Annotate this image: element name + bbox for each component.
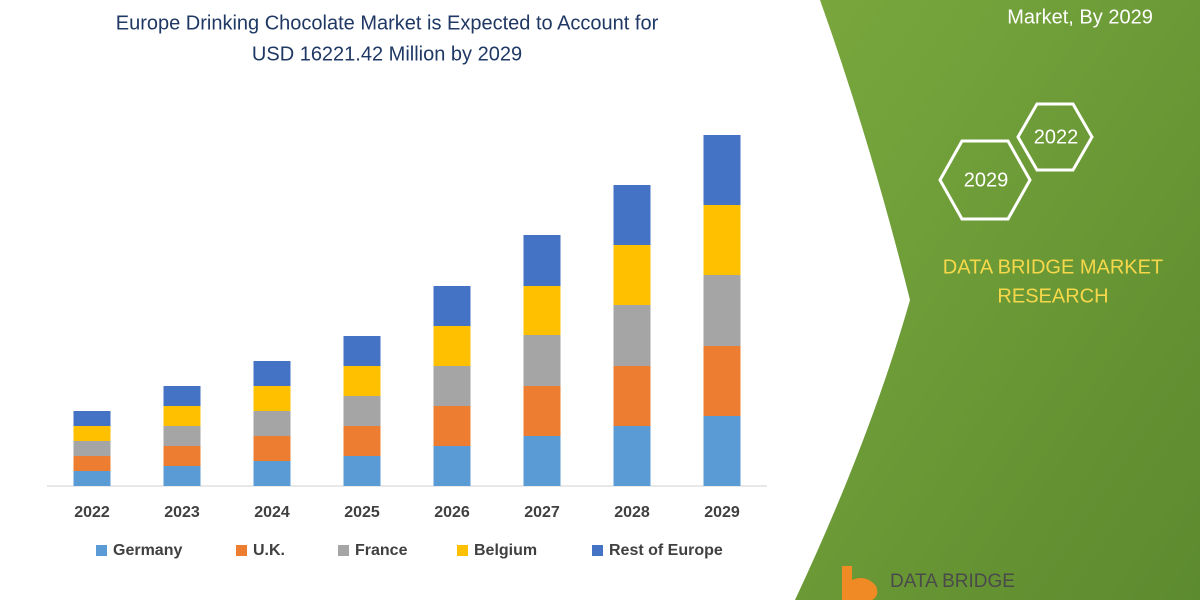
bar-segment bbox=[523, 436, 561, 486]
legend-label: Belgium bbox=[474, 542, 537, 559]
x-tick-label: 2023 bbox=[164, 504, 200, 521]
x-tick-label: 2025 bbox=[344, 504, 380, 521]
legend-label: Germany bbox=[113, 542, 182, 559]
bar-segment bbox=[73, 426, 111, 441]
hexagon-label: 2029 bbox=[964, 169, 1009, 191]
bar-segment bbox=[523, 286, 561, 335]
bar-segment bbox=[163, 406, 201, 426]
bar-segment bbox=[703, 416, 741, 486]
bar-segment bbox=[343, 336, 381, 366]
chart-title: USD 16221.42 Million by 2029 bbox=[252, 43, 522, 65]
bar-segment bbox=[343, 366, 381, 396]
legend-swatch bbox=[592, 545, 603, 556]
x-tick-label: 2026 bbox=[434, 504, 470, 521]
logo-text: DATA BRIDGE bbox=[890, 571, 1015, 592]
legend-swatch bbox=[236, 545, 247, 556]
brand-text: RESEARCH bbox=[997, 285, 1108, 307]
legend-swatch bbox=[338, 545, 349, 556]
bar-segment bbox=[703, 135, 741, 205]
bar-segment bbox=[703, 346, 741, 416]
bar-segment bbox=[253, 361, 291, 386]
bar-segment bbox=[163, 386, 201, 406]
bar-segment bbox=[73, 471, 111, 486]
legend-label: U.K. bbox=[253, 542, 285, 559]
chart-title: Europe Drinking Chocolate Market is Expe… bbox=[116, 12, 659, 34]
bar-segment bbox=[73, 411, 111, 426]
bar-segment bbox=[163, 446, 201, 466]
x-tick-label: 2029 bbox=[704, 504, 740, 521]
hexagon-label: 2022 bbox=[1034, 126, 1079, 148]
x-tick-label: 2024 bbox=[254, 504, 290, 521]
bar-segment bbox=[703, 275, 741, 346]
hexagon bbox=[938, 139, 1032, 221]
x-tick-label: 2028 bbox=[614, 504, 650, 521]
panel-heading: Market, By 2029 bbox=[1007, 6, 1153, 28]
bar-segment bbox=[613, 305, 651, 366]
legend-label: Rest of Europe bbox=[609, 542, 723, 559]
bar-segment bbox=[703, 205, 741, 275]
bar-segment bbox=[163, 466, 201, 486]
bar-segment bbox=[613, 245, 651, 305]
bar-segment bbox=[343, 456, 381, 486]
bar-segment bbox=[523, 386, 561, 436]
hexagon bbox=[1016, 102, 1094, 172]
bar-segment bbox=[433, 446, 471, 486]
bar-segment bbox=[433, 286, 471, 326]
bar-segment bbox=[253, 386, 291, 411]
bar-segment bbox=[613, 366, 651, 426]
bar-segment bbox=[253, 436, 291, 461]
bar-segment bbox=[343, 426, 381, 456]
bar-segment bbox=[343, 396, 381, 426]
bar-segment bbox=[523, 235, 561, 286]
legend-label: France bbox=[355, 542, 408, 559]
legend-swatch bbox=[96, 545, 107, 556]
bar-segment bbox=[163, 426, 201, 446]
bar-segment bbox=[613, 426, 651, 486]
bar-segment bbox=[433, 406, 471, 446]
x-tick-label: 2027 bbox=[524, 504, 560, 521]
legend-swatch bbox=[457, 545, 468, 556]
brand-text: DATA BRIDGE MARKET bbox=[943, 256, 1163, 278]
side-panel bbox=[795, 0, 1200, 600]
bar-segment bbox=[523, 335, 561, 386]
x-tick-label: 2022 bbox=[74, 504, 110, 521]
bar-segment bbox=[613, 185, 651, 245]
bar-segment bbox=[433, 326, 471, 366]
logo-icon bbox=[842, 566, 878, 600]
bar-segment bbox=[253, 461, 291, 486]
bar-segment bbox=[73, 441, 111, 456]
bar-segment bbox=[253, 411, 291, 436]
bar-segment bbox=[433, 366, 471, 406]
bar-segment bbox=[73, 456, 111, 471]
